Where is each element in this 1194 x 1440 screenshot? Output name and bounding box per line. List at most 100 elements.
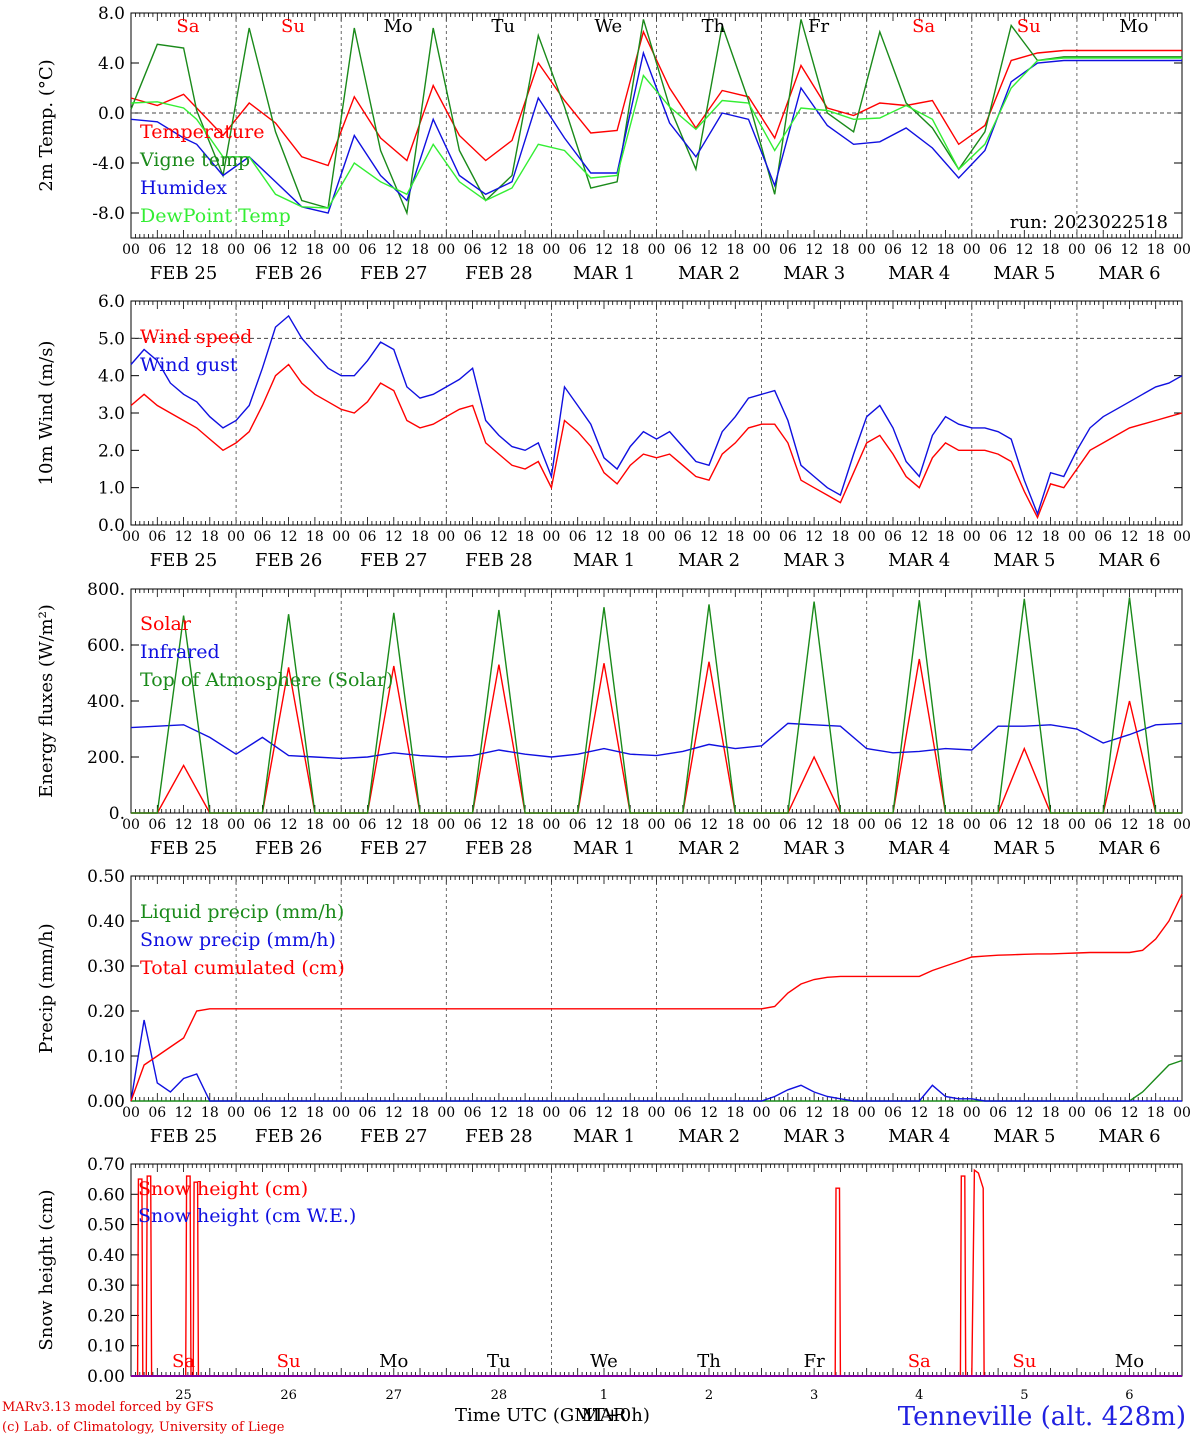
hour-tick-label: 06 xyxy=(253,1105,271,1121)
hour-tick-label: 06 xyxy=(359,817,377,833)
hour-tick-label: 18 xyxy=(726,817,744,833)
hour-tick-label: 18 xyxy=(411,1105,429,1121)
hour-tick-label: 18 xyxy=(306,1105,324,1121)
hour-tick-label: 00 xyxy=(1068,817,1086,833)
weekday-label: Tu xyxy=(487,1351,511,1372)
date-label: FEB 28 xyxy=(465,550,532,571)
hour-tick-label: 12 xyxy=(1121,817,1139,833)
series-line-wind-gust xyxy=(130,314,1183,516)
y-tick-label: 0.20 xyxy=(87,1002,125,1022)
hour-tick-label: 06 xyxy=(989,529,1007,545)
hour-tick-label: 18 xyxy=(516,1105,534,1121)
hour-tick-label: 18 xyxy=(621,242,639,258)
hour-tick-label: 18 xyxy=(516,242,534,258)
time-axis-title: Time UTC (GMT+0h) xyxy=(455,1405,650,1426)
hour-tick-label: 06 xyxy=(779,1105,797,1121)
day-number-label: 2 xyxy=(705,1388,713,1403)
hour-tick-label: 00 xyxy=(1068,529,1086,545)
hour-tick-label: 12 xyxy=(490,817,508,833)
hour-tick-label: 18 xyxy=(1042,242,1060,258)
date-label: MAR 2 xyxy=(678,550,740,571)
legend-entry: Total cumulated (cm) xyxy=(140,957,345,979)
hour-tick-label: 18 xyxy=(937,242,955,258)
legend-entry: Humidex xyxy=(140,177,227,199)
y-tick-label: 0.60 xyxy=(87,1185,125,1205)
y-tick-label: 0.00 xyxy=(87,1367,125,1387)
day-number-label: 1 xyxy=(600,1388,608,1403)
hour-tick-label: 00 xyxy=(1173,817,1191,833)
y-tick-label: 800. xyxy=(87,580,125,600)
hour-tick-label: 12 xyxy=(910,529,928,545)
y-tick-label: 4.0 xyxy=(98,54,125,74)
hour-tick-label: 18 xyxy=(726,1105,744,1121)
hour-tick-label: 12 xyxy=(385,529,403,545)
y-axis-label: Precip (mm/h) xyxy=(36,923,57,1053)
time-ticks xyxy=(130,13,1183,238)
hour-tick-label: 06 xyxy=(884,1105,902,1121)
y-tick-label: 0.10 xyxy=(87,1337,125,1357)
hour-tick-label: 12 xyxy=(1121,529,1139,545)
date-label: MAR 3 xyxy=(783,263,845,284)
y-tick-label: 0.40 xyxy=(87,1246,125,1266)
hour-tick-label: 12 xyxy=(490,529,508,545)
day-number-label: 25 xyxy=(175,1388,192,1403)
weekday-label: Sa xyxy=(176,16,199,37)
hour-tick-label: 12 xyxy=(280,529,298,545)
series-line-snow-height-cm- xyxy=(131,1168,1182,1377)
day-number-label: 27 xyxy=(385,1388,402,1403)
weekday-label: Fr xyxy=(804,1351,825,1372)
hour-tick-label: 06 xyxy=(1094,242,1112,258)
lab-credit: (c) Lab. of Climatology, University of L… xyxy=(2,1420,285,1435)
hour-tick-label: 18 xyxy=(1147,242,1165,258)
model-credit: MARv3.13 model forced by GFS xyxy=(2,1400,214,1415)
hour-tick-label: 06 xyxy=(884,242,902,258)
date-label: FEB 26 xyxy=(255,1126,322,1147)
hour-tick-label: 00 xyxy=(963,529,981,545)
hour-tick-label: 12 xyxy=(700,242,718,258)
hour-tick-label: 06 xyxy=(989,242,1007,258)
hour-tick-label: 06 xyxy=(569,1105,587,1121)
hour-tick-label: 06 xyxy=(674,1105,692,1121)
hour-tick-label: 12 xyxy=(595,242,613,258)
station-name: Tenneville (alt. 428m) xyxy=(897,1402,1186,1432)
date-label: MAR 2 xyxy=(678,838,740,859)
weekday-label: Su xyxy=(1017,16,1041,37)
hour-tick-label: 00 xyxy=(753,529,771,545)
hour-tick-label: 18 xyxy=(937,1105,955,1121)
panel-2 xyxy=(130,300,1183,526)
legend-entry: Solar xyxy=(140,613,192,635)
date-label: FEB 27 xyxy=(360,1126,427,1147)
hour-tick-label: 06 xyxy=(989,1105,1007,1121)
hour-tick-label: 00 xyxy=(1068,242,1086,258)
y-axis-label: Snow height (cm) xyxy=(36,1189,57,1350)
hour-tick-label: 06 xyxy=(253,242,271,258)
date-label: MAR 5 xyxy=(993,263,1055,284)
legend-entry: Infrared xyxy=(140,641,220,663)
legend-entry: Snow height (cm W.E.) xyxy=(138,1205,356,1227)
hour-tick-label: 12 xyxy=(175,242,193,258)
y-tick-label: 200. xyxy=(87,748,125,768)
panel-1 xyxy=(130,12,1183,239)
weekday-label: We xyxy=(590,1351,618,1372)
y-tick-label: 0.20 xyxy=(87,1306,125,1326)
y-tick-label: 8.0 xyxy=(98,4,125,24)
hour-tick-label: 18 xyxy=(516,817,534,833)
legend-entry: Snow height (cm) xyxy=(138,1178,308,1200)
date-label: FEB 25 xyxy=(150,263,217,284)
hour-tick-label: 00 xyxy=(963,242,981,258)
y-tick-label: 0.70 xyxy=(87,1155,125,1175)
run-annotation: run: 2023022518 xyxy=(1010,212,1168,233)
hour-tick-label: 18 xyxy=(832,1105,850,1121)
y-tick-label: 0.0 xyxy=(98,104,125,124)
hour-tick-label: 06 xyxy=(674,817,692,833)
y-tick-label: -4.0 xyxy=(92,154,125,174)
y-tick-label: 0.40 xyxy=(87,912,125,932)
hour-tick-label: 12 xyxy=(910,817,928,833)
day-number-label: 3 xyxy=(810,1388,818,1403)
date-label: FEB 25 xyxy=(150,550,217,571)
legend-entry: DewPoint Temp xyxy=(140,205,291,227)
y-tick-label: 2.0 xyxy=(98,441,125,461)
date-label: MAR 4 xyxy=(888,550,950,571)
y-axis-label: 10m Wind (m/s) xyxy=(36,341,57,486)
